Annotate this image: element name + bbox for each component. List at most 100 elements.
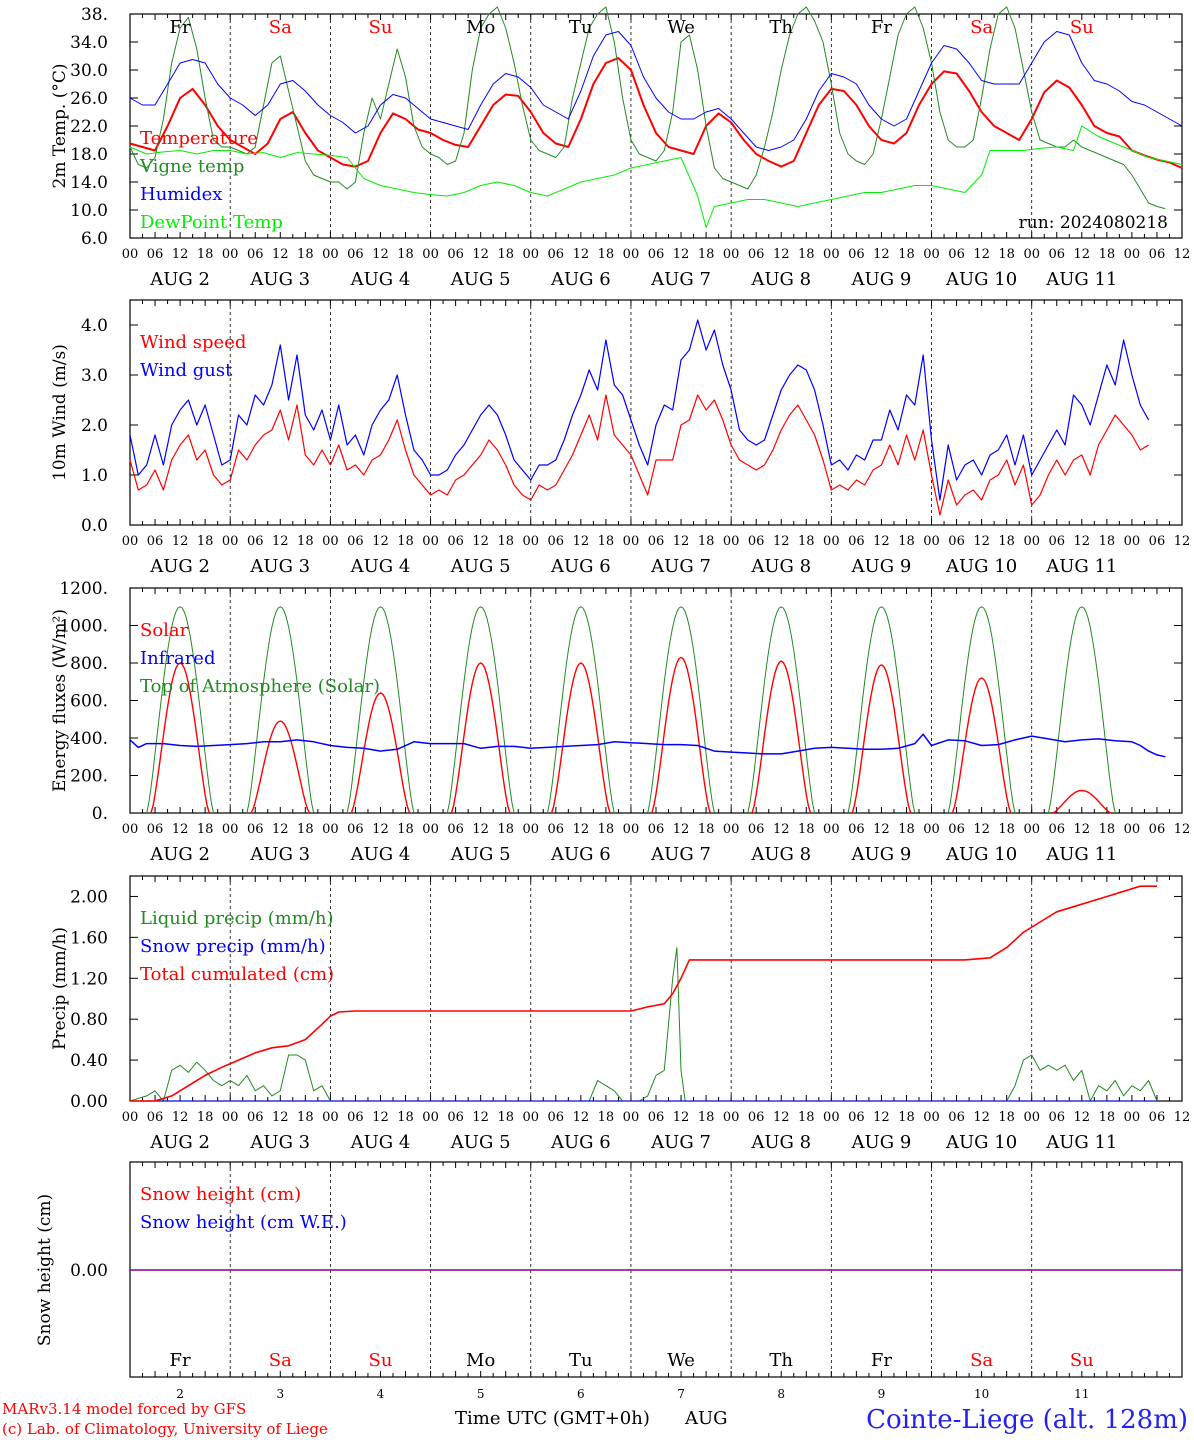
wind-legend-entry: Wind gust xyxy=(140,360,233,381)
wind-hour-label: 12 xyxy=(573,534,590,549)
energy-hour-label: 00 xyxy=(1023,822,1040,837)
energy-hour-label: 06 xyxy=(147,822,164,837)
temp-hour-label: 18 xyxy=(297,247,314,262)
precip-hour-label: 12 xyxy=(472,1110,489,1125)
wind-hour-label: 00 xyxy=(322,534,339,549)
wind-hour-label: 00 xyxy=(623,534,640,549)
energy-hour-label: 00 xyxy=(823,822,840,837)
wind-y-axis-title: 10m Wind (m/s) xyxy=(50,344,70,481)
day-number-label: 8 xyxy=(777,1387,785,1401)
wind-hour-label: 12 xyxy=(1074,534,1091,549)
snow-weekday-label: Sa xyxy=(269,1350,292,1371)
temp-hour-label: 12 xyxy=(1074,247,1091,262)
temp-hour-label: 06 xyxy=(948,247,965,262)
energy-toa-arc xyxy=(947,606,1016,814)
energy-hour-label: 18 xyxy=(598,822,615,837)
wind-y-tick-label: 0.0 xyxy=(81,516,108,536)
wind-hour-label: 12 xyxy=(172,534,189,549)
precip-legend-entry: Snow precip (mm/h) xyxy=(140,936,326,957)
temp-date-label: AUG 9 xyxy=(851,269,912,290)
temp-date-label: AUG 8 xyxy=(750,269,811,290)
temp-hour-label: 06 xyxy=(347,247,364,262)
precip-hour-label: 18 xyxy=(1099,1110,1116,1125)
temp-date-label: AUG 4 xyxy=(350,269,411,290)
energy-hour-label: 18 xyxy=(497,822,514,837)
wind-hour-label: 12 xyxy=(472,534,489,549)
temp-hour-label: 18 xyxy=(197,247,214,262)
day-number-label: 2 xyxy=(176,1387,184,1401)
energy-hour-label: 00 xyxy=(322,822,339,837)
precip-date-label: AUG 11 xyxy=(1045,1132,1117,1153)
temp-legend-entry: Vigne temp xyxy=(139,156,244,177)
temp-hour-label: 06 xyxy=(1149,247,1166,262)
temp-hour-label: 00 xyxy=(623,247,640,262)
temp-series-line xyxy=(129,6,1166,210)
temp-hour-label: 00 xyxy=(522,247,539,262)
precip-hour-label: 06 xyxy=(948,1110,965,1125)
temp-hour-label: 06 xyxy=(447,247,464,262)
energy-hour-label: 18 xyxy=(798,822,815,837)
wind-hour-label: 00 xyxy=(823,534,840,549)
snow-y-tick-label: 0.00 xyxy=(70,1261,108,1281)
wind-date-label: AUG 7 xyxy=(650,556,711,577)
wind-hour-label: 00 xyxy=(222,534,239,549)
energy-y-tick-label: 1000. xyxy=(59,617,108,637)
precip-date-label: AUG 2 xyxy=(149,1132,210,1153)
precip-hour-label: 18 xyxy=(397,1110,414,1125)
wind-hour-label: 06 xyxy=(247,534,264,549)
precip-hour-label: 00 xyxy=(422,1110,439,1125)
temp-hour-label: 12 xyxy=(272,247,289,262)
temp-weekday-label: Sa xyxy=(970,17,993,38)
energy-hour-label: 12 xyxy=(773,822,790,837)
energy-hour-label: 12 xyxy=(973,822,990,837)
snow-legend-entry: Snow height (cm W.E.) xyxy=(140,1212,347,1233)
wind-hour-label: 12 xyxy=(773,534,790,549)
energy-hour-label: 18 xyxy=(698,822,715,837)
energy-hour-label: 00 xyxy=(623,822,640,837)
energy-date-label: AUG 5 xyxy=(450,844,511,865)
temp-hour-label: 18 xyxy=(397,247,414,262)
temp-weekday-label: Mo xyxy=(466,17,495,38)
energy-solar-arc xyxy=(1052,789,1112,814)
temp-y-tick-label: 38. xyxy=(81,5,108,25)
snow-weekday-label: Mo xyxy=(466,1350,495,1371)
wind-series-line xyxy=(129,319,1150,501)
precip-hour-label: 06 xyxy=(247,1110,264,1125)
wind-date-label: AUG 10 xyxy=(945,556,1017,577)
precip-hour-label: 06 xyxy=(1048,1110,1065,1125)
precip-hour-label: 06 xyxy=(548,1110,565,1125)
wind-hour-label: 00 xyxy=(1124,534,1141,549)
wind-hour-label: 06 xyxy=(648,534,665,549)
precip-date-label: AUG 6 xyxy=(550,1132,611,1153)
wind-hour-label: 06 xyxy=(1149,534,1166,549)
temp-y-tick-label: 30.0 xyxy=(70,61,108,81)
temp-date-label: AUG 10 xyxy=(945,269,1017,290)
day-number-label: 7 xyxy=(677,1387,685,1401)
temp-hour-label: 06 xyxy=(748,247,765,262)
temp-weekday-label: Su xyxy=(369,17,393,38)
grid-layer xyxy=(129,13,1183,1378)
day-number-label: 6 xyxy=(577,1387,585,1401)
energy-y-tick-label: 200. xyxy=(70,767,108,787)
temp-hour-label: 00 xyxy=(222,247,239,262)
snow-weekday-label: Fr xyxy=(871,1350,892,1371)
temp-weekday-label: Fr xyxy=(871,17,892,38)
temp-hour-label: 00 xyxy=(923,247,940,262)
energy-solar-arc xyxy=(350,692,411,814)
credit-line-2: (c) Lab. of Climatology, University of L… xyxy=(2,1420,328,1438)
wind-frame xyxy=(129,299,1183,526)
precip-hour-label: 12 xyxy=(272,1110,289,1125)
wind-hour-label: 12 xyxy=(372,534,389,549)
energy-solar-arc xyxy=(851,664,912,814)
wind-hour-label: 06 xyxy=(548,534,565,549)
precip-hour-label: 18 xyxy=(197,1110,214,1125)
month-label: AUG xyxy=(684,1408,728,1429)
precip-y-tick-label: 1.60 xyxy=(70,928,108,948)
precip-hour-label: 06 xyxy=(447,1110,464,1125)
energy-hour-label: 06 xyxy=(748,822,765,837)
wind-hour-label: 06 xyxy=(147,534,164,549)
temp-hour-label: 00 xyxy=(1023,247,1040,262)
temp-date-label: AUG 6 xyxy=(550,269,611,290)
temp-hour-label: 06 xyxy=(648,247,665,262)
precip-hour-label: 18 xyxy=(998,1110,1015,1125)
